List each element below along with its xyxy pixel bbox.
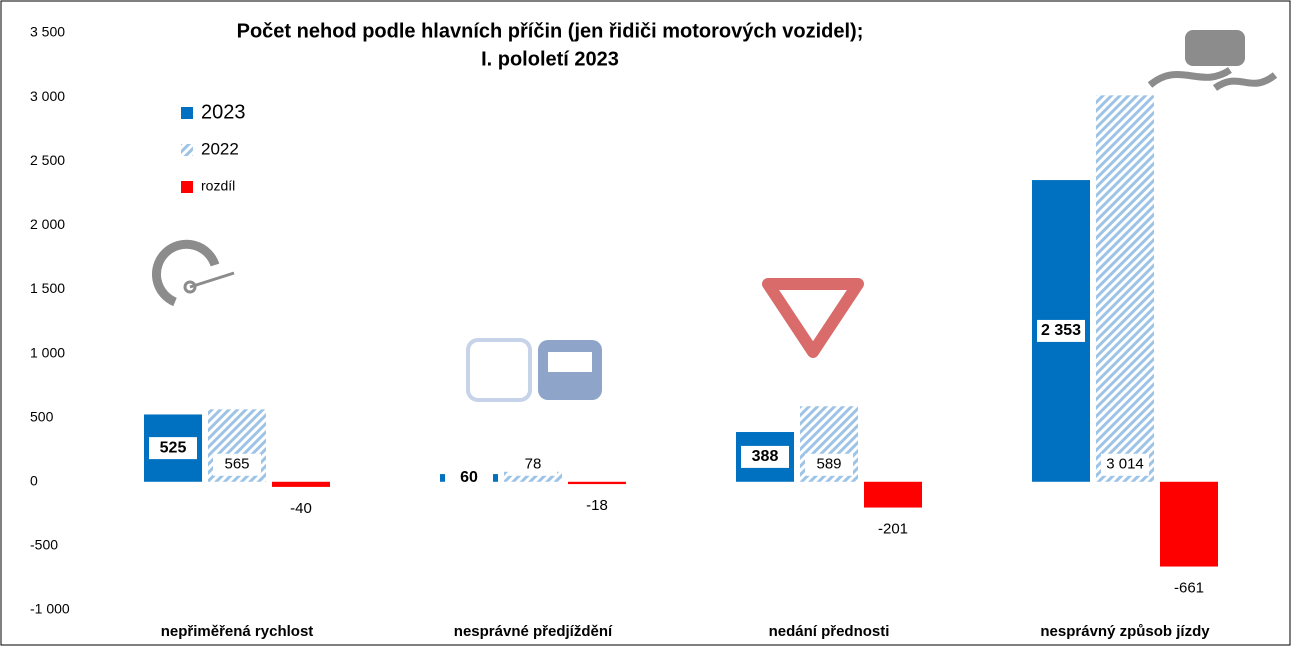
label-bg (805, 453, 853, 476)
label-bg (213, 453, 261, 476)
label-bg (741, 445, 789, 468)
data-label: 3 014 (1106, 456, 1144, 473)
speed-icon (151, 239, 235, 307)
chart-title: I. pololetí 2023 (481, 48, 619, 70)
data-label: 2 353 (1041, 322, 1081, 339)
legend-swatch (181, 107, 193, 119)
data-label: -661 (1174, 580, 1204, 597)
bus-icon (466, 338, 602, 402)
legend-label: 2023 (201, 101, 246, 123)
label-bg (1037, 319, 1085, 342)
y-tick-label: 3 500 (30, 24, 65, 40)
label-bg (1101, 453, 1149, 476)
label-bg (149, 437, 197, 460)
bar (504, 471, 562, 482)
data-label: 60 (460, 469, 478, 486)
legend-label: 2022 (201, 139, 239, 158)
bar (1096, 95, 1154, 482)
data-label: -18 (586, 497, 608, 514)
y-tick-label: 2 500 (30, 152, 65, 168)
chart-title: Počet nehod podle hlavních příčin (jen ř… (237, 20, 864, 42)
legend-label: rozdíl (201, 178, 235, 194)
data-label: 589 (816, 456, 841, 473)
x-tick-label: nesprávný způsob jízdy (1040, 623, 1210, 640)
data-label: 78 (525, 456, 542, 473)
bar (272, 481, 330, 487)
y-tick-label: 0 (30, 472, 38, 488)
bar (864, 481, 922, 508)
data-label: 388 (752, 448, 779, 465)
x-tick-label: nesprávné předjíždění (454, 623, 613, 640)
label-bg (445, 466, 493, 489)
y-tick-label: 3 000 (30, 88, 65, 104)
y-tick-label: -1 000 (30, 601, 70, 617)
yield-icon (762, 278, 864, 358)
data-label: -40 (290, 500, 312, 517)
data-label: 565 (224, 456, 249, 473)
y-tick-label: -500 (30, 537, 58, 553)
y-tick-label: 1 500 (30, 280, 65, 296)
data-label: -201 (878, 521, 908, 538)
y-tick-label: 1 000 (30, 344, 65, 360)
y-tick-label: 2 000 (30, 216, 65, 232)
bar (1160, 481, 1218, 567)
bar (568, 481, 626, 485)
car-icon (1147, 30, 1278, 91)
x-tick-label: nedání přednosti (769, 623, 890, 640)
x-tick-label: nepřiměřená rychlost (161, 623, 314, 640)
y-tick-label: 500 (30, 408, 54, 424)
legend-swatch (181, 144, 193, 156)
data-label: 525 (160, 439, 187, 456)
label-bg (509, 453, 557, 476)
legend-swatch (181, 181, 193, 193)
